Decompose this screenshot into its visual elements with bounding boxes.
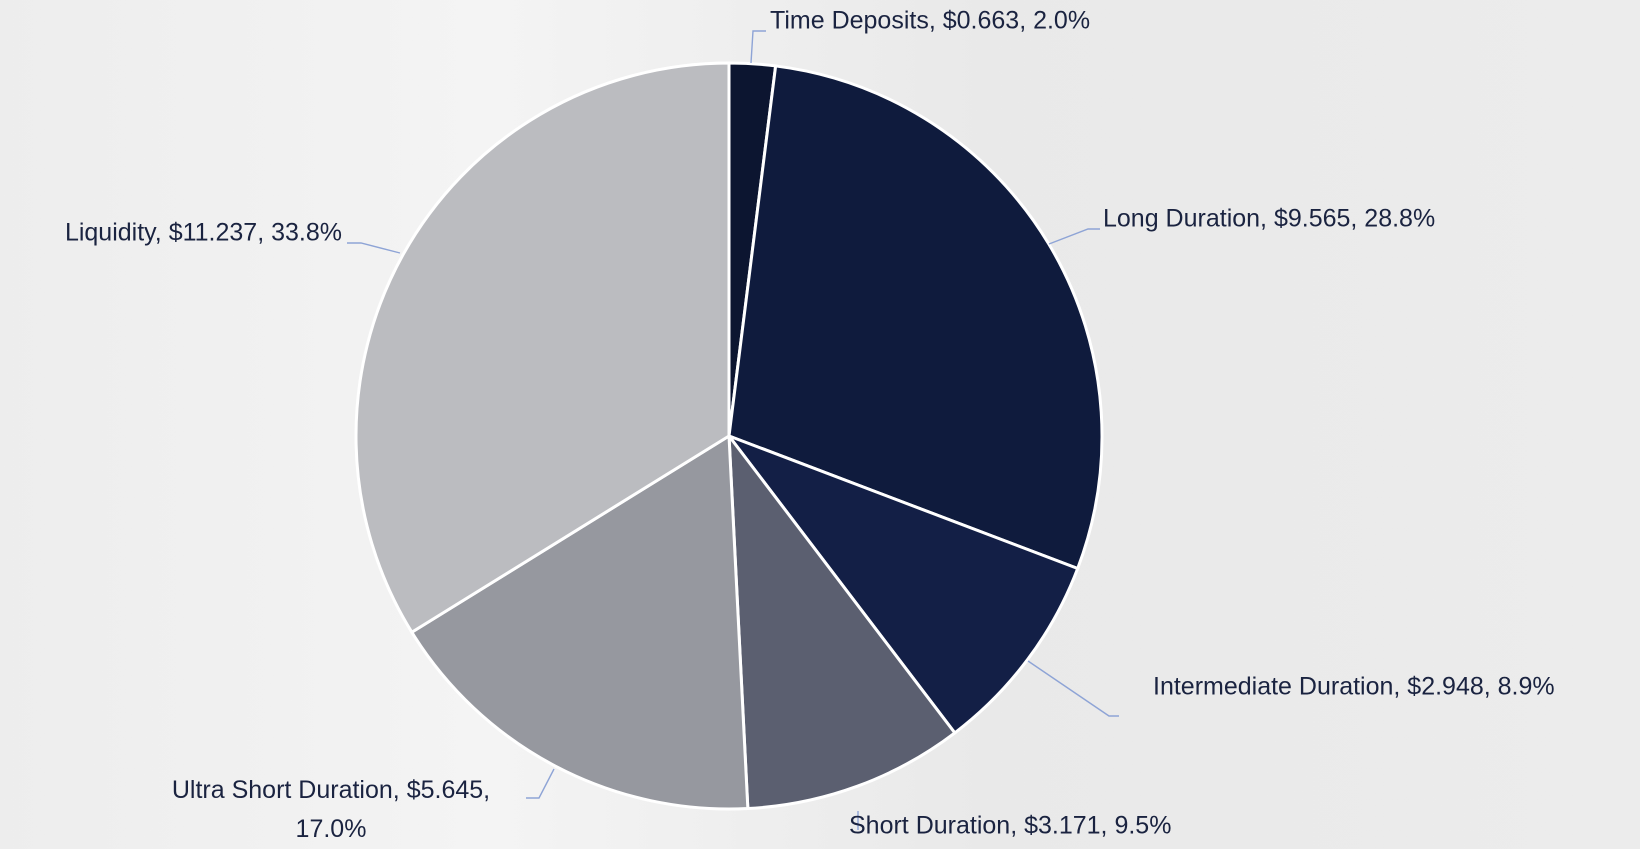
data-label: Ultra Short Duration, $5.645, 17.0% [171,776,491,843]
pie-slice [727,431,957,811]
data-label: Time Deposits, $0.663, 2.0% [770,6,1091,35]
data-label: Long Duration, $9.565, 28.8% [1103,204,1436,233]
pie-slice [727,64,1104,571]
leader-line [347,242,401,254]
data-label: Intermediate Duration, $2.948, 8.9% [1153,672,1555,701]
pie-slice [724,432,1080,736]
data-label: Liquidity, $11.237, 33.8% [64,218,342,247]
leader-line [1048,228,1100,245]
leader-line [526,768,555,799]
pie [354,61,1104,811]
pie-slice [409,433,750,811]
pie-slice [354,61,731,635]
leader-line [750,30,766,64]
leader-line [1027,660,1119,717]
data-label: Short Duration, $3.171, 9.5% [849,811,1172,840]
